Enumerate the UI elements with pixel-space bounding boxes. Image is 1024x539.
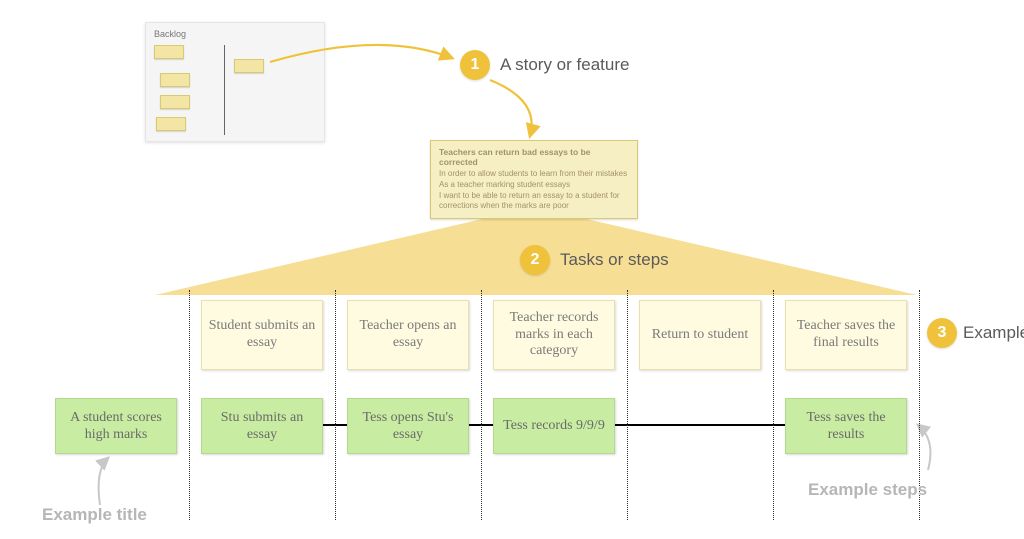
backlog-card — [156, 117, 186, 131]
story-line: corrections when the marks are poor — [439, 201, 629, 212]
story-line: As a teacher marking student essays — [439, 180, 629, 191]
badge-3: 3 — [927, 318, 957, 348]
column-separator — [189, 290, 190, 520]
column-separator — [627, 290, 628, 520]
example-card: Stu submits an essay — [201, 398, 323, 454]
footer-example-steps: Example steps — [808, 480, 927, 500]
example-card: Tess opens Stu's essay — [347, 398, 469, 454]
backlog-card — [154, 45, 184, 59]
backlog-card — [160, 95, 190, 109]
task-card: Return to student — [639, 300, 761, 370]
example-title-card: A student scores high marks — [55, 398, 177, 454]
badge-1-num: 1 — [471, 56, 480, 74]
story-card: Teachers can return bad essays to be cor… — [430, 140, 638, 219]
badge-3-num: 3 — [938, 324, 947, 342]
badge-1: 1 — [460, 50, 490, 80]
story-line: I want to be able to return an essay to … — [439, 191, 629, 202]
task-card: Teacher saves the final results — [785, 300, 907, 370]
column-separator — [773, 290, 774, 520]
label-2: Tasks or steps — [560, 250, 669, 270]
task-card: Student submits an essay — [201, 300, 323, 370]
story-heading: Teachers can return bad essays to be cor… — [439, 147, 629, 167]
story-line: In order to allow students to learn from… — [439, 169, 629, 180]
example-card: Tess saves the results — [785, 398, 907, 454]
label-1: A story or feature — [500, 55, 629, 75]
backlog-card — [160, 73, 190, 87]
column-separator — [335, 290, 336, 520]
backlog-title: Backlog — [154, 29, 316, 39]
badge-2-num: 2 — [531, 251, 540, 269]
task-card: Teacher records marks in each category — [493, 300, 615, 370]
backlog-board: Backlog — [145, 22, 325, 142]
backlog-divider — [224, 45, 225, 135]
badge-2: 2 — [520, 245, 550, 275]
label-3: Examples — [963, 323, 1024, 343]
column-separator — [481, 290, 482, 520]
example-card: Tess records 9/9/9 — [493, 398, 615, 454]
footer-example-title: Example title — [42, 505, 147, 525]
backlog-card-selected — [234, 59, 264, 73]
task-card: Teacher opens an essay — [347, 300, 469, 370]
